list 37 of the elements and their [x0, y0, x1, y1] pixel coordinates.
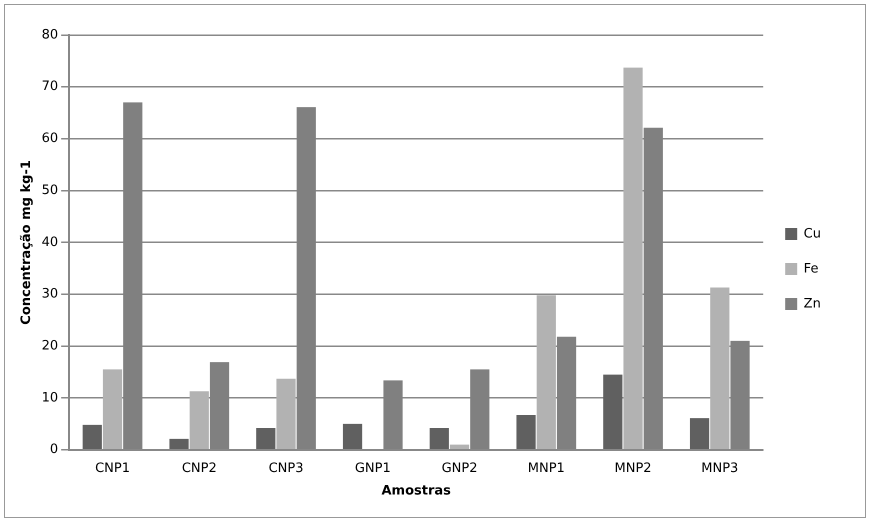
- x-tick-label: MNP2: [614, 460, 652, 476]
- bar: [190, 391, 209, 450]
- bar: [690, 418, 710, 450]
- bar: [276, 378, 296, 450]
- bar: [536, 295, 556, 450]
- bar: [516, 415, 536, 450]
- legend-label: Cu: [804, 226, 822, 242]
- x-tick-label: CNP1: [95, 460, 130, 476]
- y-tick-label: 60: [42, 131, 58, 146]
- y-tick-label: 50: [42, 182, 58, 198]
- bar: [82, 424, 102, 450]
- x-tick-label: MNP1: [528, 460, 565, 476]
- bar: [623, 68, 643, 450]
- y-tick-label: 10: [42, 390, 58, 406]
- bar: [430, 428, 449, 450]
- bar: [256, 428, 276, 450]
- x-tick-label: CNP2: [182, 460, 217, 476]
- y-tick-label: 80: [42, 27, 58, 42]
- bar: [169, 438, 189, 450]
- x-tick-label: GNP1: [354, 460, 391, 476]
- legend-label: Fe: [804, 261, 818, 276]
- legend-label: Zn: [804, 296, 821, 312]
- y-tick-label: 0: [50, 442, 58, 458]
- x-tick-label: MNP3: [701, 460, 738, 476]
- bar: [102, 369, 122, 450]
- x-axis-title: Amostras: [381, 484, 452, 499]
- y-tick-label: 20: [42, 338, 58, 354]
- bar: [450, 444, 470, 450]
- bar: [603, 374, 622, 450]
- x-tick-label: GNP2: [442, 460, 478, 476]
- y-tick-label: 40: [42, 234, 58, 250]
- bar: [710, 288, 730, 450]
- y-tick-label: 30: [42, 286, 58, 302]
- y-axis-title: Concentração mg kg-1: [19, 160, 34, 325]
- y-tick-label: 70: [42, 79, 58, 94]
- x-tick-label: CNP3: [268, 460, 304, 476]
- bar: [342, 424, 362, 450]
